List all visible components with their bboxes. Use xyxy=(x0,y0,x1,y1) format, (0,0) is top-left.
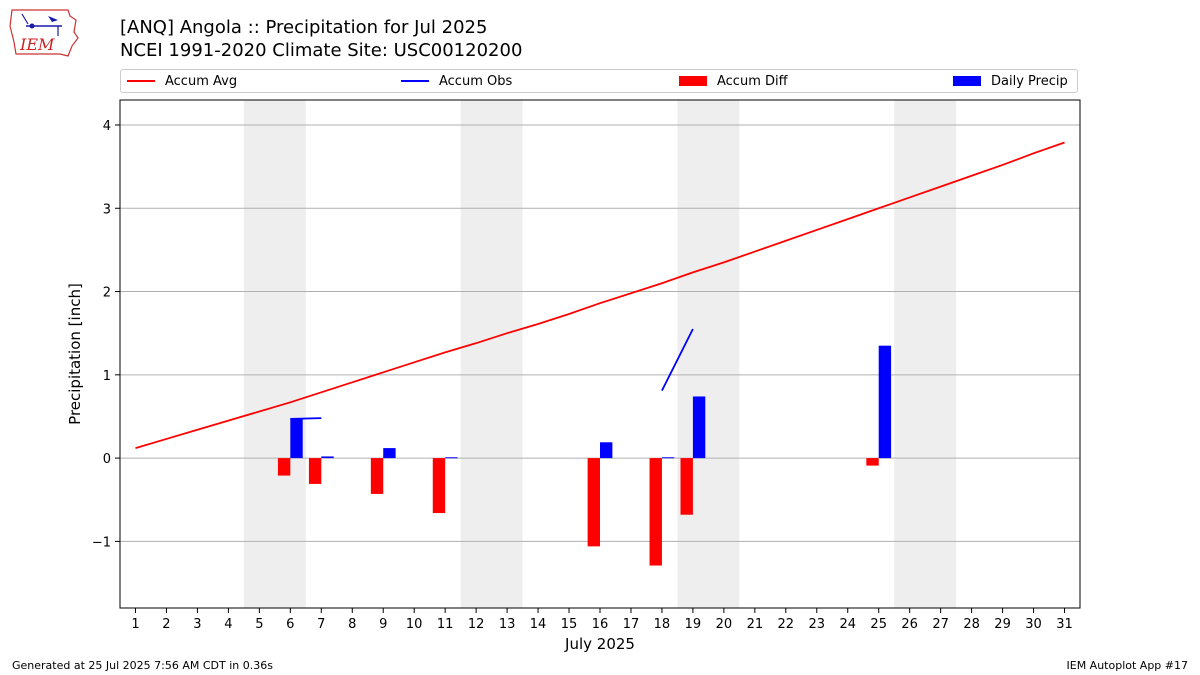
legend: Accum Avg Accum Obs Accum Diff Daily Pre… xyxy=(120,69,1078,93)
x-tick-label: 31 xyxy=(1056,617,1073,632)
y-tick-label: 4 xyxy=(103,119,111,134)
x-tick-label: 9 xyxy=(379,617,387,632)
x-tick-label: 24 xyxy=(839,617,856,632)
x-tick-label: 8 xyxy=(348,617,356,632)
legend-swatch-accum-diff xyxy=(679,76,707,86)
daily-precip-bar xyxy=(692,396,706,459)
chart-title: [ANQ] Angola :: Precipitation for Jul 20… xyxy=(120,17,488,38)
x-tick-label: 11 xyxy=(437,617,454,632)
daily-precip-bar xyxy=(878,345,892,459)
footer-generated: Generated at 25 Jul 2025 7:56 AM CDT in … xyxy=(12,659,273,672)
daily-precip-bar xyxy=(661,457,675,459)
legend-entry-accum-avg: Accum Avg xyxy=(127,70,237,92)
legend-swatch-accum-avg xyxy=(127,80,155,82)
iem-logo: IEM xyxy=(9,9,79,57)
accum-obs-line xyxy=(661,328,694,392)
y-tick-label: −1 xyxy=(92,535,111,550)
x-tick-label: 13 xyxy=(499,617,516,632)
weekend-shade xyxy=(677,100,740,608)
legend-label: Accum Diff xyxy=(717,73,788,89)
daily-precip-bar xyxy=(600,442,613,459)
x-tick-label: 21 xyxy=(747,617,764,632)
x-tick-label: 5 xyxy=(255,617,263,632)
legend-entry-daily-precip: Daily Precip xyxy=(953,70,1068,92)
x-tick-label: 26 xyxy=(901,617,918,632)
x-tick-label: 6 xyxy=(286,617,294,632)
accum-obs-line xyxy=(290,417,322,420)
accum-diff-bar xyxy=(649,458,662,566)
x-axis-label: July 2025 xyxy=(564,635,635,653)
y-tick-label: 1 xyxy=(103,369,111,384)
legend-entry-accum-obs: Accum Obs xyxy=(401,70,512,92)
legend-label: Accum Obs xyxy=(439,73,513,89)
daily-precip-bar xyxy=(445,457,458,459)
x-tick-label: 4 xyxy=(224,617,232,632)
x-tick-label: 15 xyxy=(561,617,578,632)
x-tick-label: 2 xyxy=(162,617,170,632)
x-tick-label: 30 xyxy=(1025,617,1042,632)
daily-precip-bar xyxy=(321,456,334,459)
y-axis-label: Precipitation [inch] xyxy=(66,283,84,425)
weekend-shade xyxy=(460,100,523,608)
x-tick-label: 17 xyxy=(623,617,640,632)
legend-label: Daily Precip xyxy=(991,73,1068,89)
accum-diff-bar xyxy=(587,458,600,547)
accum-diff-bar xyxy=(866,458,879,466)
x-tick-label: 25 xyxy=(870,617,887,632)
x-tick-label: 29 xyxy=(994,617,1011,632)
y-tick-label: 3 xyxy=(103,202,111,217)
x-tick-label: 10 xyxy=(406,617,423,632)
weekend-shade xyxy=(243,100,306,608)
x-tick-label: 12 xyxy=(468,617,485,632)
accum-diff-bar xyxy=(432,458,446,514)
legend-label: Accum Avg xyxy=(165,73,238,89)
legend-swatch-daily-precip xyxy=(953,76,981,86)
accum-diff-bar xyxy=(370,458,384,494)
legend-entry-accum-diff: Accum Diff xyxy=(679,70,788,92)
chart-subtitle: NCEI 1991-2020 Climate Site: USC00120200 xyxy=(120,40,523,61)
accum-diff-bar xyxy=(680,458,693,515)
x-tick-label: 3 xyxy=(193,617,201,632)
x-tick-label: 7 xyxy=(317,617,325,632)
accum-diff-bar xyxy=(308,458,322,484)
accum-diff-bar xyxy=(277,458,291,476)
daily-precip-bar xyxy=(290,418,303,459)
accum-avg-line xyxy=(135,141,1065,449)
daily-precip-bar xyxy=(383,448,396,459)
footer-app: IEM Autoplot App #17 xyxy=(1066,659,1189,672)
legend-swatch-accum-obs xyxy=(401,80,429,82)
x-tick-label: 28 xyxy=(963,617,980,632)
x-tick-label: 23 xyxy=(809,617,826,632)
x-tick-label: 14 xyxy=(530,617,547,632)
x-tick-label: 19 xyxy=(685,617,702,632)
y-tick-label: 0 xyxy=(103,452,111,467)
x-tick-label: 1 xyxy=(131,617,139,632)
logo-text: IEM xyxy=(19,35,55,54)
x-tick-label: 22 xyxy=(778,617,795,632)
x-tick-label: 18 xyxy=(654,617,671,632)
x-tick-label: 27 xyxy=(932,617,949,632)
x-tick-label: 16 xyxy=(592,617,609,632)
y-tick-label: 2 xyxy=(103,286,111,301)
x-tick-label: 20 xyxy=(716,617,733,632)
weekend-shade xyxy=(894,100,957,608)
